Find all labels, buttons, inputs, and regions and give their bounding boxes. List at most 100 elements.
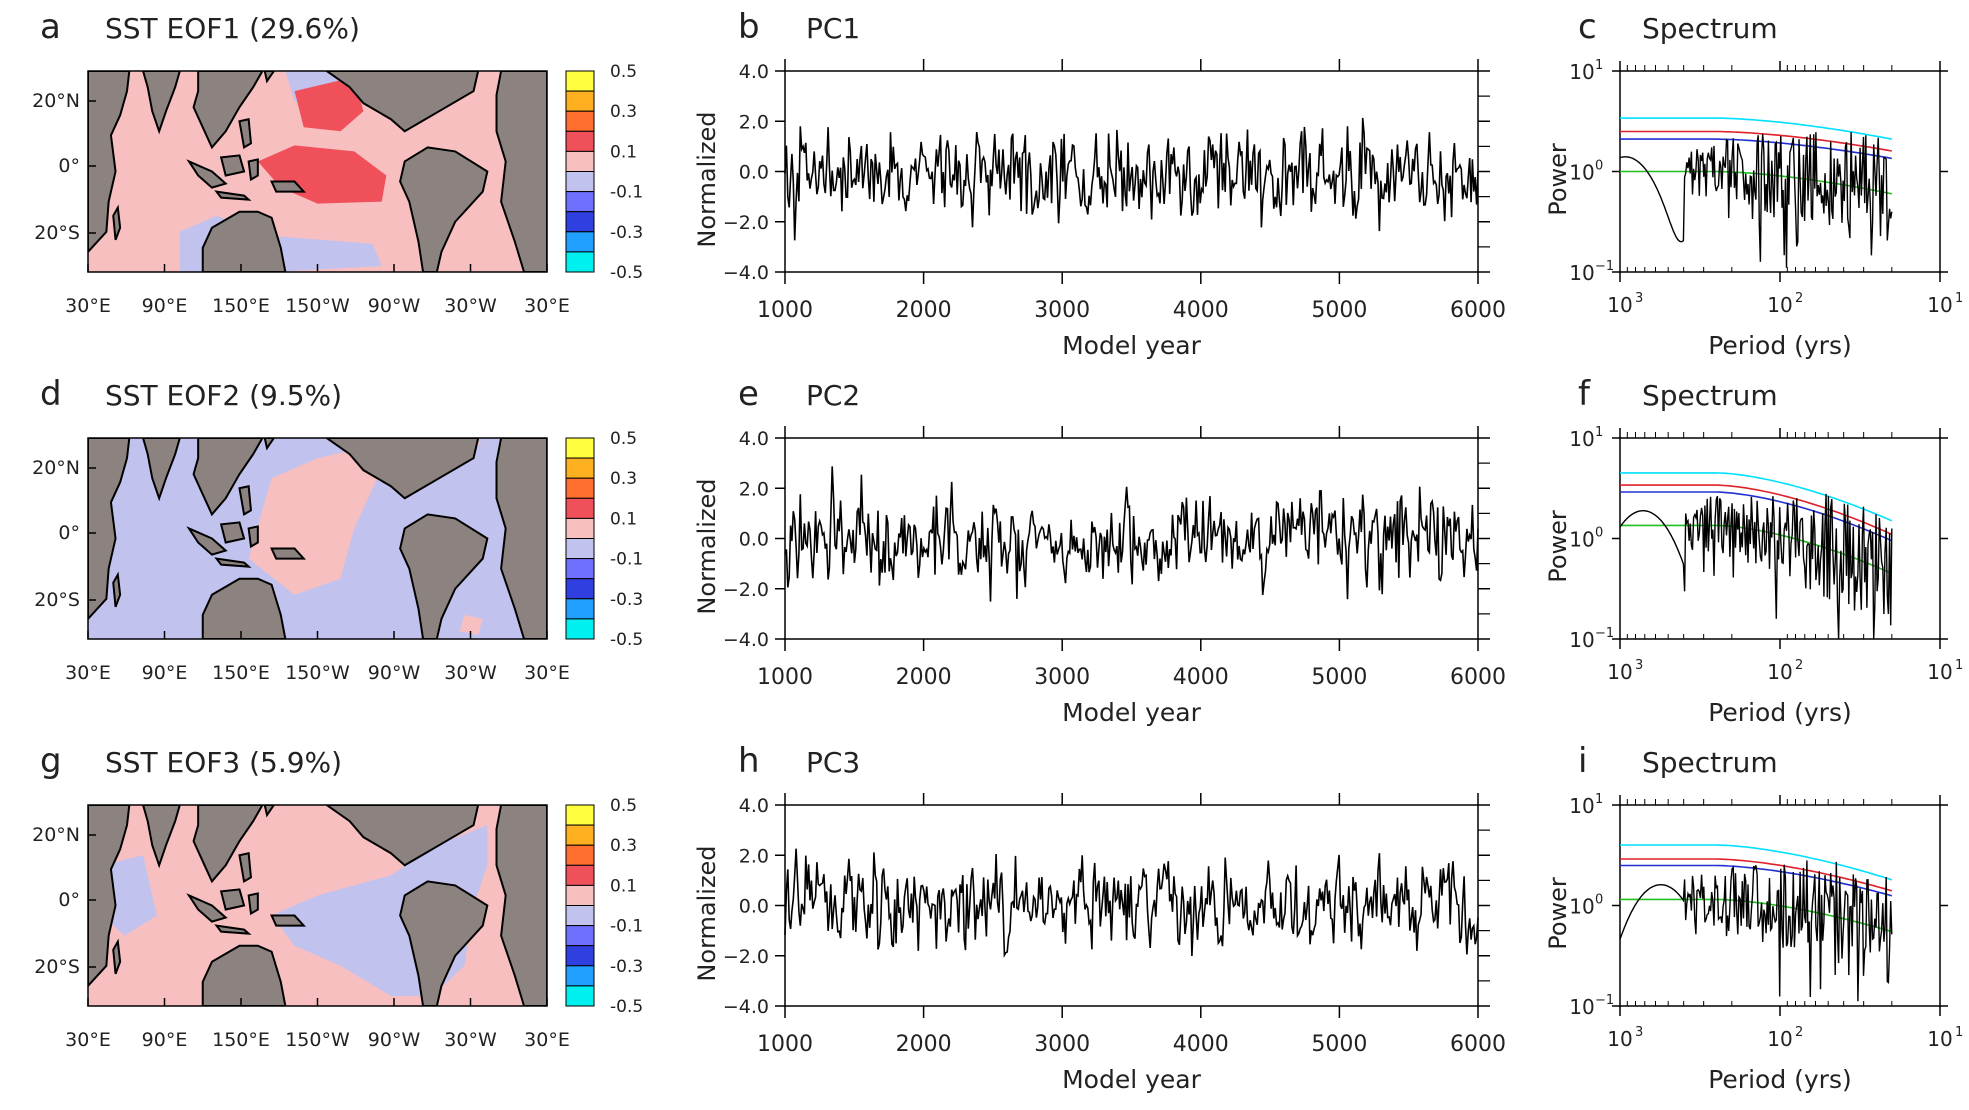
x-tick-label: 1000 — [757, 665, 813, 690]
y-tick-exponent: −1 — [1595, 259, 1614, 274]
colorbar-cell — [565, 150, 595, 172]
pc-timeseries-panel: 1000 2000 3000 4000 5000 6000 4.0 2.0 0.0 −2.0 −4.… — [693, 374, 1506, 727]
colorbar-cell — [565, 945, 595, 967]
colorbar-cell — [565, 231, 595, 253]
y-tick-label: −2.0 — [723, 579, 769, 601]
spectrum-threshold-line — [1620, 898, 1893, 933]
spectrum-line — [1619, 132, 1893, 268]
x-tick-exponent: 1 — [1955, 658, 1963, 673]
panel-letter: h — [738, 741, 760, 781]
y-tick-label: −2.0 — [723, 212, 769, 234]
colorbar-cell — [565, 251, 595, 273]
panel-title: Spectrum — [1642, 379, 1778, 412]
y-tick-label: 10 — [1569, 60, 1594, 84]
colorbar-cell — [565, 558, 595, 580]
panel-letter: i — [1578, 741, 1587, 781]
x-tick-label: 5000 — [1311, 665, 1367, 690]
colorbar-label: -0.5 — [610, 263, 643, 283]
x-tick-label: 5000 — [1311, 298, 1367, 323]
x-tick-label: 1000 — [757, 1032, 813, 1057]
sulawesi-land — [247, 525, 259, 549]
panel-title: PC3 — [806, 746, 860, 779]
x-tick-label: 6000 — [1450, 298, 1506, 323]
x-tick-exponent: 3 — [1635, 1025, 1643, 1040]
lat-tick-label: 20°S — [34, 956, 80, 978]
colorbar-label: -0.5 — [610, 997, 643, 1017]
y-tick-label: 4.0 — [739, 61, 769, 83]
lat-tick-label: 20°S — [34, 589, 80, 611]
colorbar-label: -0.3 — [610, 223, 643, 243]
x-tick-exponent: 3 — [1635, 658, 1643, 673]
sulawesi-land — [247, 158, 259, 182]
lon-tick-label: 90°E — [142, 662, 188, 684]
lat-tick-label: 0° — [58, 889, 80, 911]
lon-tick-label: 30°E — [524, 662, 570, 684]
japan-land — [263, 438, 276, 451]
colorbar-cell — [565, 211, 595, 233]
lon-tick-label: 150°W — [285, 295, 350, 317]
asia-land — [192, 438, 264, 517]
panel-letter: g — [40, 741, 62, 781]
madagascar-land — [112, 571, 122, 608]
asia-land — [192, 805, 264, 884]
lon-tick-label: 150°E — [212, 662, 270, 684]
map-content — [88, 438, 547, 639]
positive-anomaly-region — [294, 77, 364, 132]
south-america-land — [399, 880, 489, 1006]
pc-timeseries-panel: 1000 2000 3000 4000 5000 6000 4.0 2.0 0.0 −2.0 −4.… — [693, 7, 1506, 360]
y-tick-label: 4.0 — [739, 428, 769, 450]
y-tick-label: 2.0 — [739, 111, 769, 133]
panel-title: Spectrum — [1642, 12, 1778, 45]
colorbar-cell — [565, 578, 595, 600]
y-tick-label: 0.0 — [739, 529, 769, 551]
lon-tick-label: 150°E — [212, 1029, 270, 1051]
panel-title: SST EOF3 (5.9%) — [105, 746, 342, 779]
colorbar-cell — [565, 864, 595, 886]
y-tick-label: 0.0 — [739, 896, 769, 918]
newguinea-land — [270, 547, 306, 560]
y-axis-label: Normalized — [693, 111, 721, 247]
colorbar-cell — [565, 477, 595, 499]
colorbar-label: -0.1 — [610, 183, 643, 203]
y-axis-label: Power — [1544, 143, 1572, 216]
africa-land — [88, 805, 131, 988]
india-land — [142, 438, 181, 502]
panel-letter: b — [738, 7, 760, 47]
lon-tick-label: 90°E — [142, 1029, 188, 1051]
colorbar-label: -0.1 — [610, 550, 643, 570]
madagascar-land — [112, 938, 122, 975]
lon-tick-label: 150°W — [285, 662, 350, 684]
colorbar-cell — [565, 457, 595, 479]
lon-tick-label: 150°W — [285, 1029, 350, 1051]
x-tick-label: 3000 — [1034, 1032, 1090, 1057]
colorbar-label: 0.1 — [610, 142, 637, 162]
colorbar-cell — [565, 618, 595, 640]
spectrum-threshold-line — [1620, 844, 1893, 881]
panel-title: PC1 — [806, 12, 860, 45]
lon-tick-label: 90°W — [368, 295, 421, 317]
colorbar-cell — [565, 90, 595, 112]
japan-land — [263, 71, 276, 84]
y-tick-label: 4.0 — [739, 795, 769, 817]
x-tick-label: 10 — [1767, 1027, 1792, 1051]
y-tick-exponent: 1 — [1595, 58, 1603, 73]
x-tick-label: 5000 — [1311, 1032, 1367, 1057]
y-tick-label: −4.0 — [723, 996, 769, 1018]
colorbar-cell — [565, 70, 595, 92]
africa-land — [88, 438, 131, 621]
x-tick-exponent: 2 — [1795, 658, 1803, 673]
y-tick-label: 10 — [1569, 161, 1594, 185]
south-america-land — [399, 513, 489, 639]
borneo-land — [219, 888, 246, 911]
y-tick-exponent: 1 — [1595, 425, 1603, 440]
lon-tick-label: 30°E — [65, 662, 111, 684]
spectrum-line — [1619, 860, 1893, 1002]
x-tick-label: 4000 — [1173, 1032, 1229, 1057]
y-tick-label: 10 — [1569, 427, 1594, 451]
y-axis-label: Normalized — [693, 478, 721, 614]
y-tick-label: −2.0 — [723, 946, 769, 968]
y-tick-label: 10 — [1569, 628, 1594, 652]
colorbar-cell — [565, 110, 595, 132]
colorbar-cell — [565, 824, 595, 846]
borneo-land — [219, 154, 246, 177]
